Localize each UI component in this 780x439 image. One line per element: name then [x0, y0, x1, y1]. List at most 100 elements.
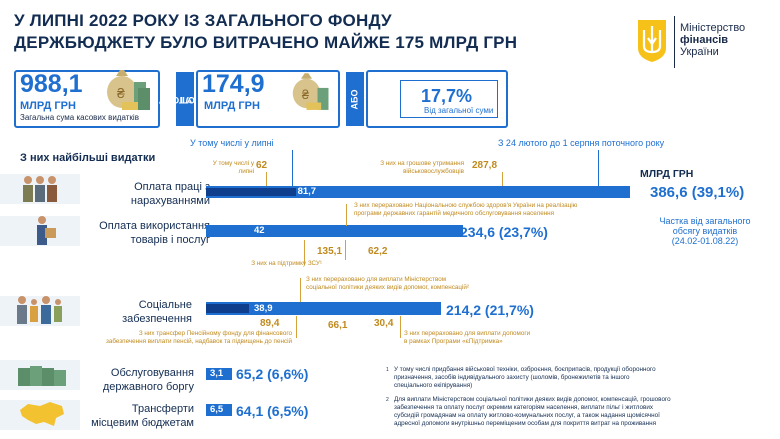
- category-2-line-2: товарів і послуг: [130, 234, 210, 246]
- annotation-leader: [296, 316, 297, 338]
- footnote-1-line-3: спеціального екіпірування): [394, 382, 473, 389]
- total-expenses-value: 988,1: [20, 70, 83, 98]
- category-label-2: Оплата використання товарів і послуг: [90, 219, 210, 247]
- bar-july-1: [206, 188, 296, 196]
- category-2-line-1: Оплата використання: [99, 220, 210, 232]
- footnote-1-line-2: призначення, засобів індивідуального зах…: [394, 374, 630, 381]
- footnote-2: 2 Для виплати Міністерством соціальної п…: [386, 396, 776, 428]
- bar-july-value-2: 42: [254, 225, 265, 236]
- bar-july-3: [206, 304, 249, 313]
- annotation-leader: [346, 204, 347, 226]
- annotation-nszu-text: З них перераховано Національною службою …: [354, 202, 624, 217]
- share-caption: Від загальної суми: [424, 106, 494, 115]
- annotation-pension-value: 89,4: [260, 318, 280, 329]
- ann-nszu-line-2: програми державних гарантій медичного об…: [354, 209, 555, 217]
- or-label: АБО: [349, 89, 360, 109]
- ann-msp-line-1: З них перераховано для виплати Міністерс…: [306, 276, 447, 283]
- bar-total-2: [206, 225, 464, 237]
- share-value: 17,7%: [421, 86, 473, 106]
- share-note-line-2: обсягу видатків: [672, 226, 738, 236]
- share-card: [366, 70, 508, 128]
- ann-military-line-1: З них на грошове утримання: [380, 160, 464, 167]
- logo-separator: [674, 16, 675, 68]
- ann-epidtrymka-line-2: в рамках Програми «єПідтримка»: [404, 337, 503, 345]
- annotation-pension-text: З них трансфер Пенсійному фонду для фіна…: [106, 330, 292, 345]
- category-3-line-1: Соціальне: [138, 299, 192, 311]
- svg-text:₴: ₴: [302, 87, 310, 102]
- category-1-line-1: Оплата праці з: [134, 181, 210, 193]
- category-icon-box: [0, 296, 80, 326]
- ann-nszu-line-1: З них перераховано Національною службою …: [354, 202, 578, 209]
- ann-pension-line-2: забезпечення виплати пенсій, надбавок та…: [106, 337, 292, 345]
- family-icon: [17, 296, 62, 324]
- total-value-2: 234,6 (23,7%): [460, 224, 548, 240]
- share-note-line-3: (24.02-01.08.22): [671, 236, 739, 246]
- footnote-2-mark: 2: [386, 397, 389, 403]
- page-title: У ЛИПНІ 2022 РОКУ ІЗ ЗАГАЛЬНОГО ФОНДУ ДЕ…: [14, 10, 574, 54]
- legend-period-leader: [598, 150, 599, 186]
- footnote-1-mark: 1: [386, 367, 389, 373]
- bar-total-3: [206, 302, 441, 315]
- category-3-line-2: забезпечення: [122, 313, 192, 325]
- total-value-3: 214,2 (21,7%): [446, 302, 534, 318]
- money-bag-icon: ₴: [107, 70, 150, 110]
- ann-july-line-1: У тому числі у: [212, 160, 254, 167]
- title-line-2: ДЕРЖБЮДЖЕТУ БУЛО ВИТРАЧЕНО МАЙЖЕ 175 МЛР…: [14, 33, 518, 52]
- annotation-epidtrymka-text: З них перераховано для виплати допомоги …: [404, 330, 564, 345]
- annotation-msp-value: 66,1: [328, 320, 348, 331]
- worker-with-box-icon: [37, 216, 56, 245]
- total-value-4: 65,2 (6,6%): [236, 366, 309, 382]
- july-expenses-card: [196, 70, 340, 128]
- trident-emblem-icon: [638, 20, 666, 62]
- category-4-line-1: Обслуговування: [110, 367, 194, 379]
- footnote-2-line-1: Для виплати Міністерством соціальної пол…: [394, 396, 671, 403]
- section-title: З них найбільші видатки: [20, 152, 156, 164]
- category-5-line-2: місцевим бюджетам: [91, 417, 194, 429]
- annotation-zsu-text: З них на підтримку ЗСУ¹: [251, 260, 322, 267]
- category-label-1: Оплата праці з нарахуваннями: [120, 180, 210, 208]
- bar-total-1: [206, 186, 630, 198]
- or-tab: АБО: [346, 72, 364, 126]
- annotation-zsu-value: 135,1: [317, 246, 343, 257]
- share-note-line-1: Частка від загального: [659, 216, 751, 226]
- annotation-leader: [400, 316, 401, 338]
- bar-july-value-5: 6,5: [210, 404, 224, 415]
- annotation-leader: [300, 278, 301, 302]
- ann-pension-line-1: З них трансфер Пенсійному фонду для фіна…: [138, 330, 292, 337]
- footnote-2-line-3: субсидій громадянам на оплату житлово-ко…: [394, 412, 660, 419]
- footnote-1-line-1: У тому числі придбання військової технік…: [394, 366, 656, 373]
- legend-july-leader: [292, 150, 293, 186]
- title-line-1: У ЛИПНІ 2022 РОКУ ІЗ ЗАГАЛЬНОГО ФОНДУ: [14, 11, 392, 30]
- ministry-line-3: України: [680, 46, 719, 58]
- annotation-nszu-value: 62,2: [368, 246, 388, 257]
- category-5-line-1: Трансферти: [131, 403, 194, 415]
- footnote-2-line-4: адресної допомоги внутрішньо переміщеним…: [394, 420, 657, 427]
- july-expenses-unit: МЛРД ГРН: [204, 100, 260, 112]
- share-card-fill: [400, 80, 498, 118]
- bar-total-5: [206, 404, 232, 416]
- ministry-name: Міністерство фінансів України: [680, 22, 745, 58]
- category-label-4: Обслуговування державного боргу: [90, 366, 194, 394]
- money-stacks-icon: [18, 366, 66, 386]
- ann-msp-line-2: соціальної політики деяких видів допомог…: [306, 283, 469, 291]
- ukraine-map-icon: [20, 402, 64, 426]
- annotation-msp-text: З них перераховано для виплати Міністерс…: [306, 276, 546, 291]
- total-expenses-unit: МЛРД ГРН: [20, 100, 76, 112]
- category-1-line-2: нарахуваннями: [130, 195, 210, 207]
- annotation-epidtrymka-value: 30,4: [374, 318, 394, 329]
- total-expenses-caption: Загальна сума касових видатків: [20, 113, 139, 122]
- july-expenses-value: 174,9: [202, 70, 265, 98]
- bar-july-value-4: 3,1: [210, 368, 224, 379]
- ann-epidtrymka-line-1: З них перераховано для виплати допомоги: [404, 330, 531, 337]
- svg-text:₴: ₴: [117, 85, 125, 101]
- total-value-5: 64,1 (6,5%): [236, 403, 309, 419]
- bar-july-value-3: 38,9: [254, 303, 273, 314]
- annotation-july-value: 62: [256, 160, 268, 171]
- bar-total-4: [206, 368, 232, 380]
- ministry-line-1: Міністерство: [680, 22, 746, 34]
- in-that-number-tab: У ТОМУ ЧИСЛІ: [159, 72, 208, 126]
- annotation-leader: [345, 240, 346, 260]
- ann-military-line-2: військовослужбовців: [403, 167, 464, 175]
- workers-icon: [23, 176, 57, 202]
- total-value-1: 386,6 (39,1%): [650, 184, 745, 201]
